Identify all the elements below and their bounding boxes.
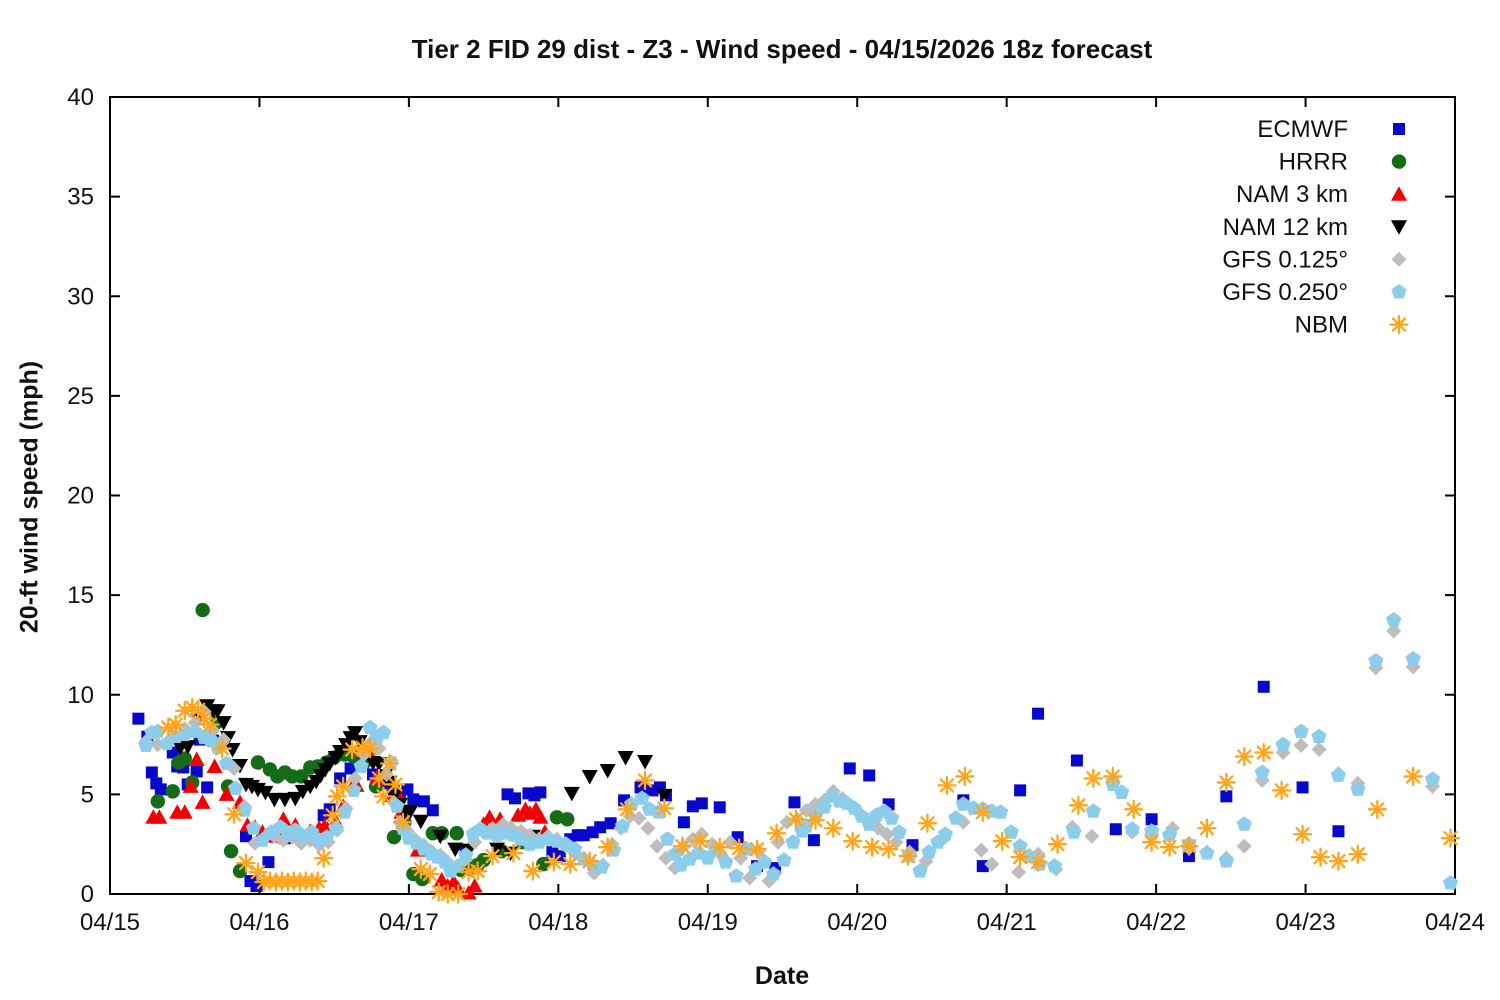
svg-text:15: 15 (67, 582, 94, 609)
legend-item-nam-12-km: NAM 12 km (1223, 214, 1407, 241)
legend-label: ECMWF (1257, 116, 1348, 143)
svg-text:40: 40 (67, 84, 94, 111)
legend-label: NAM 3 km (1236, 181, 1348, 208)
legend-label: GFS 0.250° (1222, 279, 1348, 306)
svg-text:0: 0 (81, 881, 94, 908)
chart-title: Tier 2 FID 29 dist - Z3 - Wind speed - 0… (411, 34, 1153, 64)
legend-item-gfs-0-250: GFS 0.250° (1222, 279, 1407, 306)
legend-item-nbm: NBM (1295, 312, 1409, 339)
legend-label: NBM (1295, 312, 1348, 339)
svg-text:25: 25 (67, 383, 94, 410)
series-gfs-0-250-points (138, 612, 1459, 890)
legend-item-hrrr: HRRR (1279, 149, 1407, 176)
y-tick-labels: 0 5 10 15 20 25 30 35 40 (67, 84, 94, 908)
svg-text:04/19: 04/19 (678, 909, 738, 936)
legend-label: HRRR (1279, 149, 1348, 176)
axis-ticks (109, 96, 1456, 895)
x-axis-label: Date (754, 962, 810, 990)
svg-text:5: 5 (81, 781, 94, 808)
svg-text:04/18: 04/18 (528, 909, 588, 936)
svg-text:10: 10 (67, 682, 94, 709)
svg-text:04/20: 04/20 (827, 909, 887, 936)
svg-text:30: 30 (67, 283, 94, 310)
svg-text:04/17: 04/17 (379, 909, 439, 936)
svg-text:04/22: 04/22 (1126, 909, 1186, 936)
svg-text:04/15: 04/15 (80, 909, 140, 936)
legend-item-ecmwf: ECMWF (1257, 116, 1405, 143)
svg-text:04/21: 04/21 (977, 909, 1037, 936)
series-nbm-points (158, 698, 1461, 904)
legend: ECMWF HRRR NAM 3 km NAM 12 km GFS 0.125° GFS … (1222, 116, 1409, 339)
svg-text:35: 35 (67, 184, 94, 211)
svg-text:04/16: 04/16 (229, 909, 289, 936)
svg-text:20: 20 (67, 483, 94, 510)
legend-label: NAM 12 km (1223, 214, 1348, 241)
x-tick-labels: 04/15 04/16 04/17 04/18 04/19 04/20 04/21 04/22… (80, 909, 1485, 936)
legend-item-nam-3-km: NAM 3 km (1236, 181, 1407, 208)
svg-text:04/24: 04/24 (1425, 909, 1485, 936)
svg-text:04/23: 04/23 (1276, 909, 1336, 936)
legend-item-gfs-0-125: GFS 0.125° (1222, 246, 1407, 273)
legend-label: GFS 0.125° (1222, 246, 1348, 273)
